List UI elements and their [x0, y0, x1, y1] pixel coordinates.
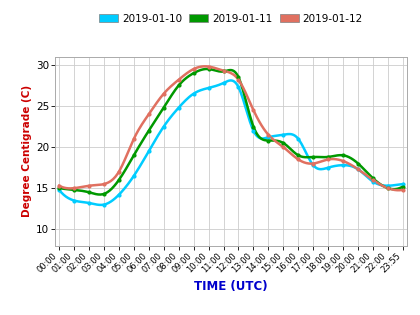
- Y-axis label: Degree Centigrade (C): Degree Centigrade (C): [21, 85, 32, 217]
- X-axis label: TIME (UTC): TIME (UTC): [194, 280, 268, 293]
- Legend: 2019-01-10, 2019-01-11, 2019-01-12: 2019-01-10, 2019-01-11, 2019-01-12: [97, 12, 365, 26]
